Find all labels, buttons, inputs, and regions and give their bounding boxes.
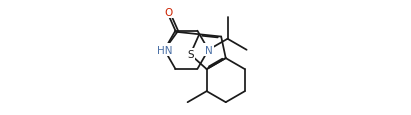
Text: N: N bbox=[205, 45, 212, 55]
Text: HN: HN bbox=[157, 45, 172, 55]
Text: S: S bbox=[187, 50, 194, 60]
Text: O: O bbox=[164, 8, 173, 18]
